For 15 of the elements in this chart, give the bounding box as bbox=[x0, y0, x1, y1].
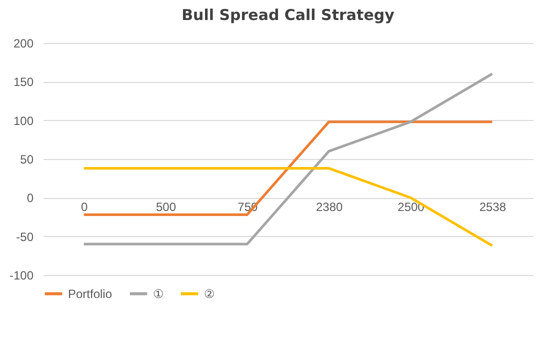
x-tick-label: 2538 bbox=[479, 200, 506, 214]
x-tick-label: 500 bbox=[156, 200, 176, 214]
legend-label: ① bbox=[153, 286, 164, 301]
x-tick-label: 2380 bbox=[316, 200, 344, 214]
y-tick-label: -100 bbox=[9, 268, 34, 282]
x-tick-label: 0 bbox=[80, 200, 88, 214]
y-tick-label: 200 bbox=[13, 36, 34, 50]
y-tick-label: 100 bbox=[13, 114, 34, 128]
legend-label: ② bbox=[204, 286, 215, 301]
y-tick-label: 150 bbox=[13, 75, 34, 90]
y-tick-label: 0 bbox=[26, 191, 34, 206]
y-tick-label: 50 bbox=[20, 152, 34, 166]
legend-label: Portfolio bbox=[68, 286, 112, 301]
y-tick-label: -50 bbox=[16, 230, 34, 244]
chart-title: Bull Spread Call Strategy bbox=[182, 6, 395, 24]
